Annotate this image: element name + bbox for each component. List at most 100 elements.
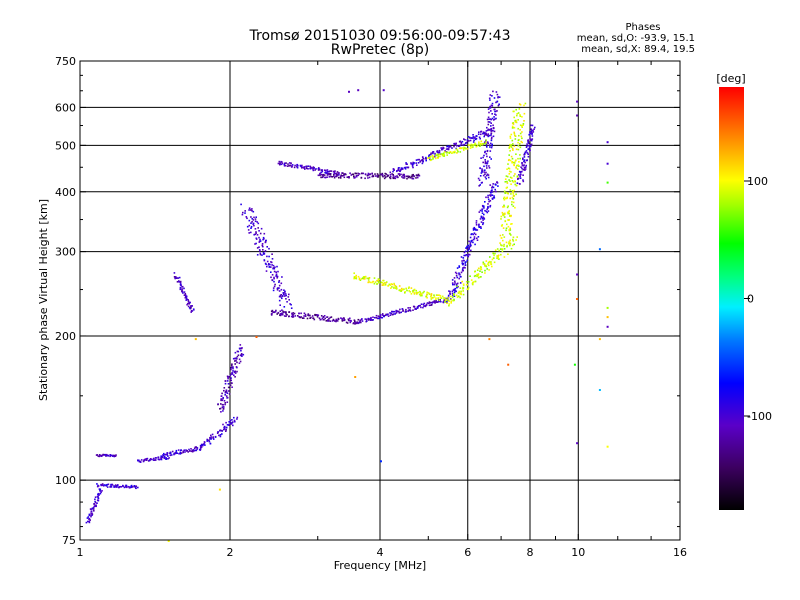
data-point [429,302,431,304]
data-point [169,452,172,455]
data-point [254,243,256,245]
data-point [478,136,481,139]
data-point [490,139,493,142]
data-point [509,137,512,139]
data-point [279,162,281,164]
data-point [509,229,512,231]
data-point [429,158,431,161]
data-point [531,135,534,137]
data-point [484,269,486,272]
data-point [473,237,476,240]
data-point [470,279,473,281]
data-point [309,317,311,319]
data-point [511,203,513,206]
data-point [523,168,526,170]
data-point [512,193,515,195]
data-point [320,173,323,176]
data-point [479,175,482,177]
data-point [462,257,465,259]
data-point [160,458,163,461]
data-point [301,164,303,167]
data-point [98,454,101,456]
data-point [125,486,128,489]
data-point [435,297,437,299]
data-point [529,145,532,148]
data-point [393,310,396,313]
data-point [469,275,471,277]
data-point [457,295,460,297]
data-point [244,212,246,214]
data-point [606,306,609,309]
data-point [217,403,219,406]
data-point [278,281,280,283]
data-point [448,303,450,305]
data-point [492,124,494,127]
data-point [467,253,470,256]
data-point [410,163,413,165]
data-point [476,135,478,137]
data-point [508,154,510,156]
data-point [473,226,476,229]
data-point [442,147,444,150]
data-point [425,156,427,159]
data-point [305,165,307,168]
data-point [505,191,508,194]
data-point [166,452,169,454]
data-point [367,279,370,281]
data-point [106,483,109,486]
data-point [310,167,312,169]
data-point [237,350,240,353]
data-point [496,93,499,96]
data-point [494,249,497,251]
data-point [445,299,447,301]
data-point [521,126,523,128]
data-point [486,126,488,129]
data-point [439,296,442,299]
data-point [483,154,485,157]
data-point [476,144,479,147]
data-point [454,150,456,153]
data-point [493,130,496,133]
data-point [465,247,467,249]
data-point [185,295,187,297]
data-point [187,302,189,305]
data-point [483,213,485,216]
data-point [475,224,478,226]
data-point [430,294,432,297]
data-point [469,242,472,244]
data-point [328,176,331,178]
data-point [338,176,340,179]
data-point [503,243,505,246]
data-point [522,179,524,181]
data-point [486,155,488,158]
data-point [462,290,464,292]
data-point [210,434,212,437]
data-point [516,168,519,170]
phase-stats-x: mean, sd,X: 89.4, 19.5 [581,44,695,55]
data-point [491,136,493,139]
data-point [306,317,309,320]
data-point [340,174,343,176]
data-point [406,289,408,292]
data-point [99,490,101,492]
data-point [259,250,261,252]
data-point [480,172,483,174]
data-point [489,205,491,208]
data-point [153,457,155,460]
data-point [397,310,399,313]
data-point [511,157,514,160]
data-point [411,163,414,165]
data-point [229,420,232,422]
data-point [486,211,489,214]
data-point [200,443,203,446]
data-point [527,155,530,158]
data-point [472,146,474,148]
data-point [512,191,514,193]
data-point [364,177,366,180]
data-point [154,459,157,461]
data-point [234,370,236,373]
chart-title: Tromsø 20151030 09:56:00-09:57:43 [249,28,511,44]
data-point [225,389,228,391]
data-point [324,317,326,320]
data-point [303,312,306,315]
